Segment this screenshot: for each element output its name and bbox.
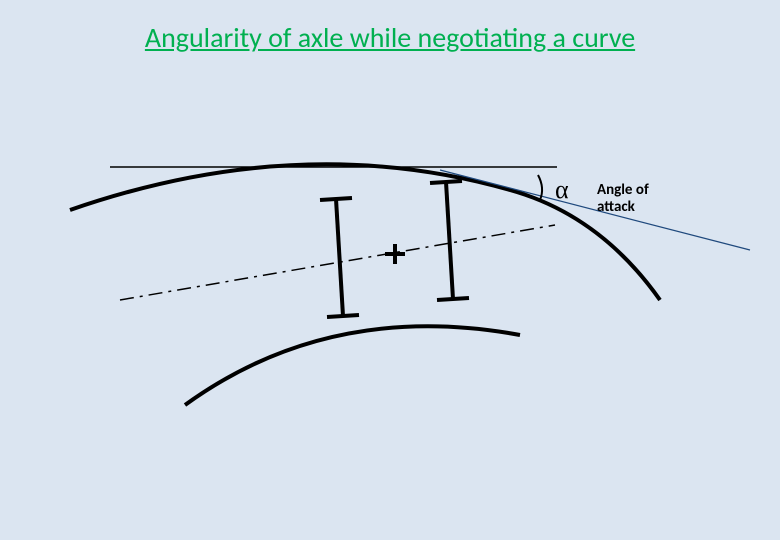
tangent-line <box>440 170 750 250</box>
slide-canvas: Angularity of axle while negotiating a c… <box>0 0 780 540</box>
axle-2-wheel-top <box>430 181 462 183</box>
axle-1-wheel-top <box>320 198 352 200</box>
axle-2-shaft <box>446 182 453 299</box>
axle-2-wheel-bottom <box>437 298 469 300</box>
diagram-svg <box>0 0 780 540</box>
inner-rail-curve <box>185 326 520 405</box>
axle-1-shaft <box>336 199 343 316</box>
outer-rail-curve <box>70 164 660 300</box>
angle-of-attack-label: Angle of attack <box>597 182 649 217</box>
angle-label-line2: attack <box>597 198 635 216</box>
alpha-symbol: α <box>555 175 569 205</box>
angle-label-line1: Angle of <box>597 181 649 199</box>
axle-1-wheel-bottom <box>327 315 359 317</box>
